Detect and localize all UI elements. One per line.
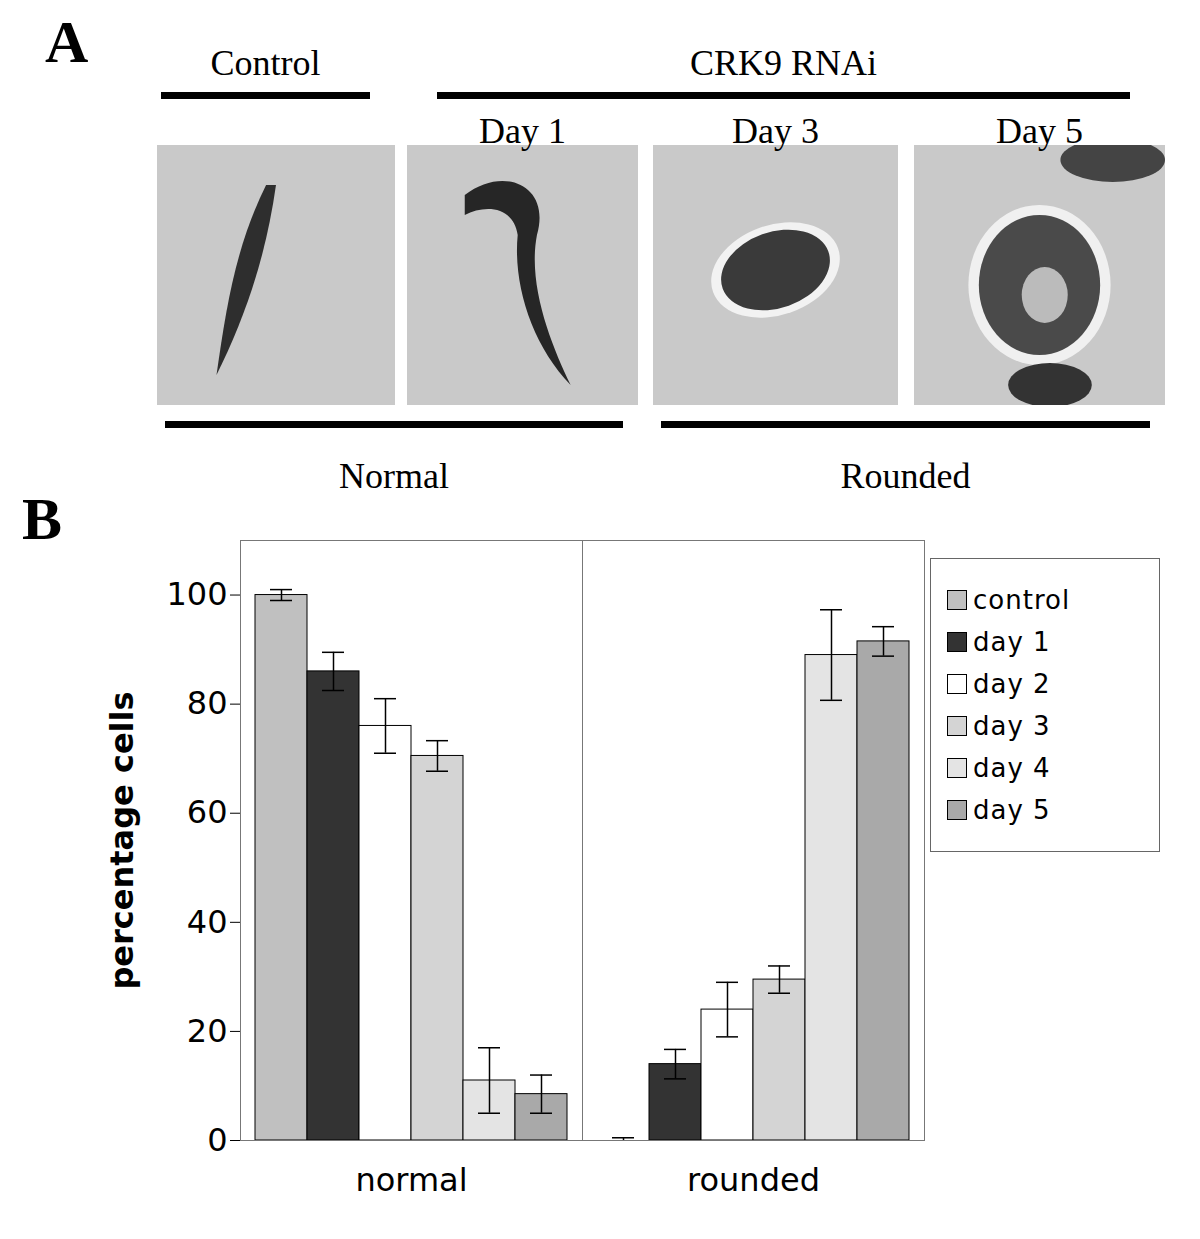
svg-text:normal: normal <box>355 1161 467 1199</box>
html-text:day 5: day 5 <box>973 795 1051 825</box>
html-text:A: A <box>45 9 89 75</box>
html-text:day 2: day 2 <box>973 669 1051 699</box>
html-text:Day 3: Day 3 <box>732 111 819 151</box>
html-text:Day 5: Day 5 <box>996 111 1083 151</box>
html-text:Control: Control <box>210 43 321 83</box>
svg-text:percentage cells: percentage cells <box>103 691 141 989</box>
svg-text:100: 100 <box>166 575 227 613</box>
svg-text:20: 20 <box>187 1012 228 1050</box>
svg-text:0: 0 <box>207 1121 227 1159</box>
html-text:Normal: Normal <box>339 456 449 496</box>
html-text:day 4: day 4 <box>973 753 1051 783</box>
svg-text:60: 60 <box>187 793 228 831</box>
svg-text:40: 40 <box>187 903 228 941</box>
html-text:CRK9 RNAi: CRK9 RNAi <box>690 43 877 83</box>
html-text:day 3: day 3 <box>973 711 1051 741</box>
svg-text:80: 80 <box>187 684 228 722</box>
html-text:control: control <box>973 585 1071 615</box>
html-text:day 1: day 1 <box>973 627 1051 657</box>
html-text:Rounded: Rounded <box>840 456 971 496</box>
html-text:Day 1: Day 1 <box>479 111 566 151</box>
html-text:B: B <box>22 486 62 552</box>
svg-text:rounded: rounded <box>687 1161 820 1199</box>
